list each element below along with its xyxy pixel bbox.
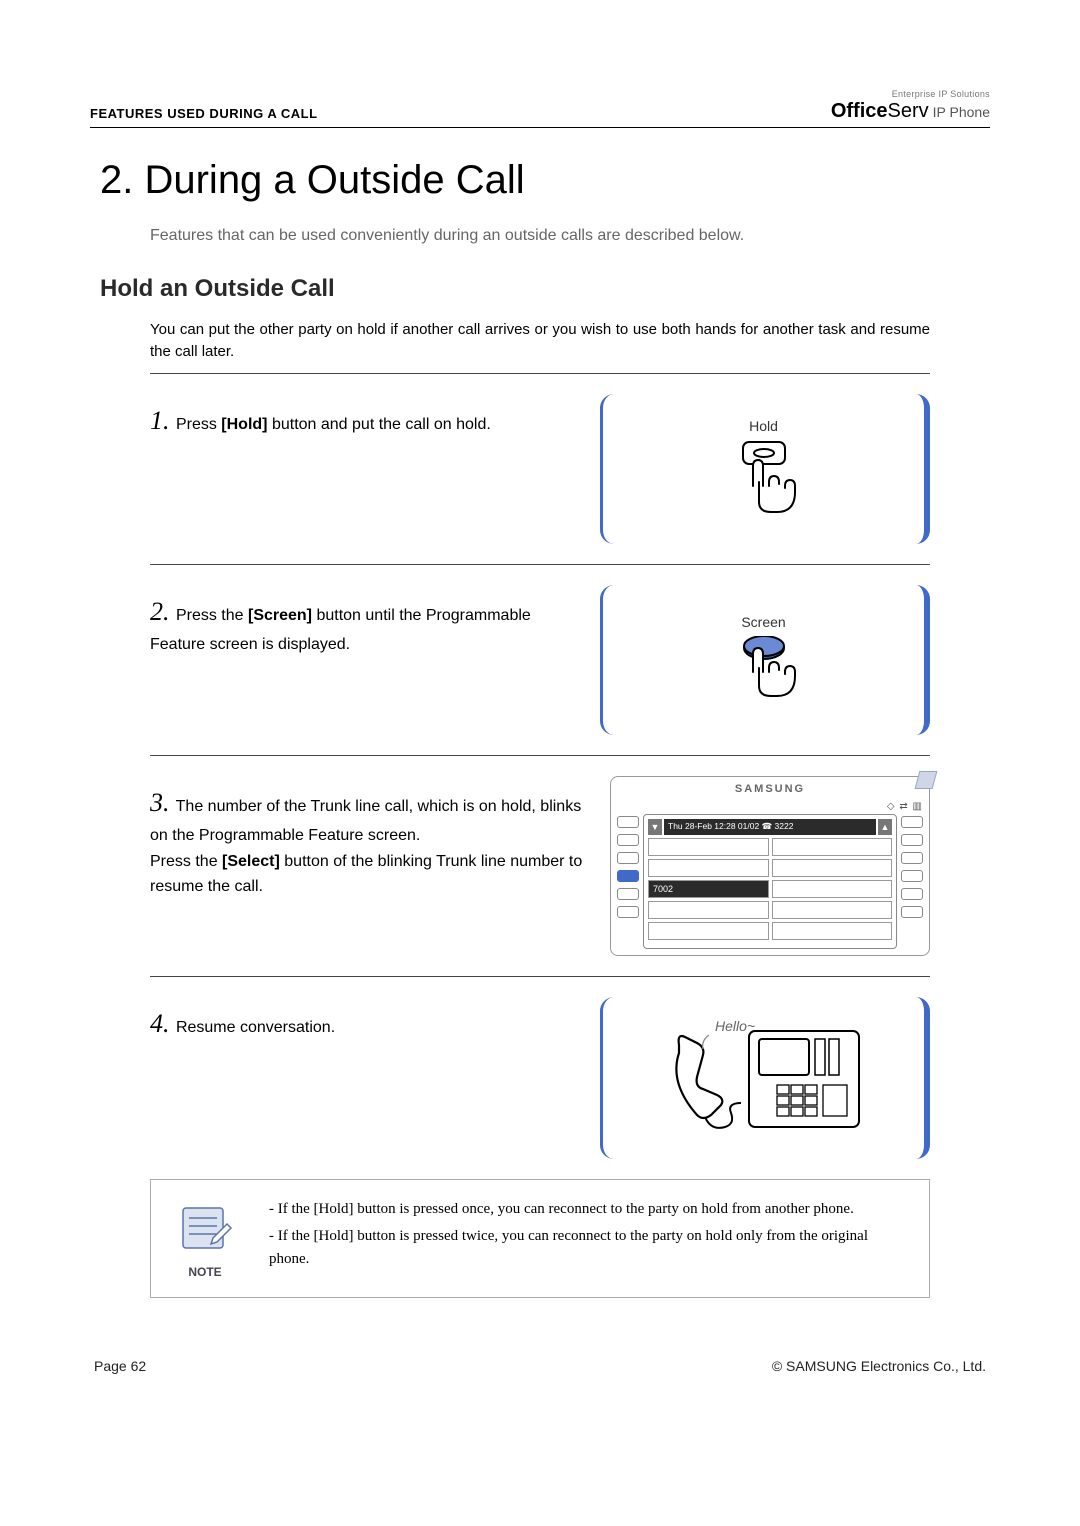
step-3-line1: The number of the Trunk line call, which… [150, 798, 581, 845]
separator [150, 564, 930, 565]
brand-strong: Office [831, 100, 888, 122]
page-number: Page 62 [94, 1358, 146, 1374]
screen-button-label: Screen [741, 614, 785, 630]
step-4-num: 4. [150, 1009, 170, 1038]
step-1: 1. Press [Hold] button and put the call … [150, 394, 930, 544]
phone-talk-icon: Hello~ [659, 1013, 869, 1143]
select-button[interactable] [617, 906, 639, 918]
hold-button-label: Hold [749, 418, 778, 434]
page-title: 2. During a Outside Call [100, 158, 990, 203]
step-1-before: Press [176, 416, 221, 433]
note-icon-wrap: NOTE [165, 1198, 245, 1279]
step-4: 4. Resume conversation. Hello~ [150, 997, 930, 1159]
corner-tab-icon [915, 771, 938, 789]
step-1-bold: [Hold] [221, 416, 267, 433]
lcd-topbar: ▼ Thu 28-Feb 12:28 01/02 ☎ 3222 ▲ [648, 819, 892, 835]
step-3-num: 3. [150, 788, 170, 817]
select-buttons-right [901, 814, 923, 949]
subsection-title: Hold an Outside Call [100, 275, 990, 303]
step-3-line2-before: Press the [150, 853, 222, 870]
select-button[interactable] [617, 852, 639, 864]
speech-bubble-text: Hello~ [715, 1018, 755, 1034]
lcd-cell [648, 922, 769, 940]
step-4-illustration: Hello~ [600, 997, 930, 1159]
brand-top: Enterprise IP Solutions [831, 90, 990, 99]
select-button[interactable] [901, 906, 923, 918]
note-label: NOTE [165, 1265, 245, 1279]
copyright: © SAMSUNG Electronics Co., Ltd. [772, 1358, 986, 1374]
select-button[interactable] [617, 816, 639, 828]
step-1-num: 1. [150, 406, 170, 435]
step-3-illustration: SAMSUNG ◇ ⇄ ▥ ▼ Thu 28-Feb 12:28 01/02 ☎… [610, 776, 930, 956]
lcd-brand: SAMSUNG [617, 783, 923, 795]
lcd-datetime: Thu 28-Feb 12:28 01/02 ☎ 3222 [664, 819, 876, 835]
step-2-text: 2. Press the [Screen] button until the P… [150, 585, 580, 658]
step-4-line: Resume conversation. [176, 1019, 335, 1036]
page-footer: Page 62 © SAMSUNG Electronics Co., Ltd. [90, 1358, 990, 1374]
subsection-intro: You can put the other party on hold if a… [150, 319, 930, 363]
select-button[interactable] [901, 834, 923, 846]
lcd-screen: ▼ Thu 28-Feb 12:28 01/02 ☎ 3222 ▲ 7002 [643, 814, 897, 949]
note-box: NOTE - If the [Hold] button is pressed o… [150, 1179, 930, 1298]
lcd-status-icons: ◇ ⇄ ▥ [617, 801, 923, 812]
brand-tail: IP Phone [933, 104, 990, 120]
hold-press-icon [729, 440, 799, 520]
separator [150, 976, 930, 977]
select-button-active[interactable] [617, 870, 639, 882]
separator [150, 755, 930, 756]
lcd-cell [772, 880, 893, 898]
section-label: FEATURES USED DURING A CALL [90, 106, 318, 121]
screen-press-icon [729, 636, 799, 706]
brand-block: Enterprise IP Solutions OfficeServIP Pho… [831, 90, 990, 121]
scroll-down-icon: ▼ [648, 819, 662, 835]
step-2-bold: [Screen] [248, 607, 312, 624]
lcd-cell [648, 838, 769, 856]
brand-light: Serv [888, 100, 929, 122]
select-button[interactable] [617, 834, 639, 846]
step-3: 3. The number of the Trunk line call, wh… [150, 776, 930, 956]
step-2-num: 2. [150, 597, 170, 626]
brand-line: OfficeServIP Phone [831, 101, 990, 121]
lcd-cell [648, 901, 769, 919]
select-button[interactable] [901, 852, 923, 864]
select-button[interactable] [901, 870, 923, 882]
lcd-cells: 7002 [648, 838, 892, 940]
select-button[interactable] [901, 888, 923, 900]
select-button[interactable] [617, 888, 639, 900]
step-2-before: Press the [176, 607, 248, 624]
step-1-illustration: Hold [600, 394, 930, 544]
intro-text: Features that can be used conveniently d… [150, 227, 990, 245]
lcd-cell-held: 7002 [648, 880, 769, 898]
lcd-cell [648, 859, 769, 877]
step-2-illustration: Screen [600, 585, 930, 735]
step-1-text: 1. Press [Hold] button and put the call … [150, 394, 580, 442]
note-line-1: - If the [Hold] button is pressed once, … [269, 1198, 905, 1221]
lcd-cell [772, 922, 893, 940]
lcd-cell [772, 859, 893, 877]
lcd-grid: ▼ Thu 28-Feb 12:28 01/02 ☎ 3222 ▲ 7002 [617, 814, 923, 949]
lcd-cell [772, 838, 893, 856]
step-1-after: button and put the call on hold. [268, 416, 491, 433]
note-text: - If the [Hold] button is pressed once, … [269, 1198, 905, 1276]
note-line-2: - If the [Hold] button is pressed twice,… [269, 1225, 905, 1272]
step-3-text: 3. The number of the Trunk line call, wh… [150, 776, 590, 900]
note-icon [177, 1204, 233, 1256]
page-header: FEATURES USED DURING A CALL Enterprise I… [90, 90, 990, 128]
lcd-cell [772, 901, 893, 919]
step-2: 2. Press the [Screen] button until the P… [150, 585, 930, 735]
scroll-up-icon: ▲ [878, 819, 892, 835]
step-3-line2-bold: [Select] [222, 853, 280, 870]
separator [150, 373, 930, 374]
select-button[interactable] [901, 816, 923, 828]
select-buttons-left [617, 814, 639, 949]
step-4-text: 4. Resume conversation. [150, 997, 580, 1045]
